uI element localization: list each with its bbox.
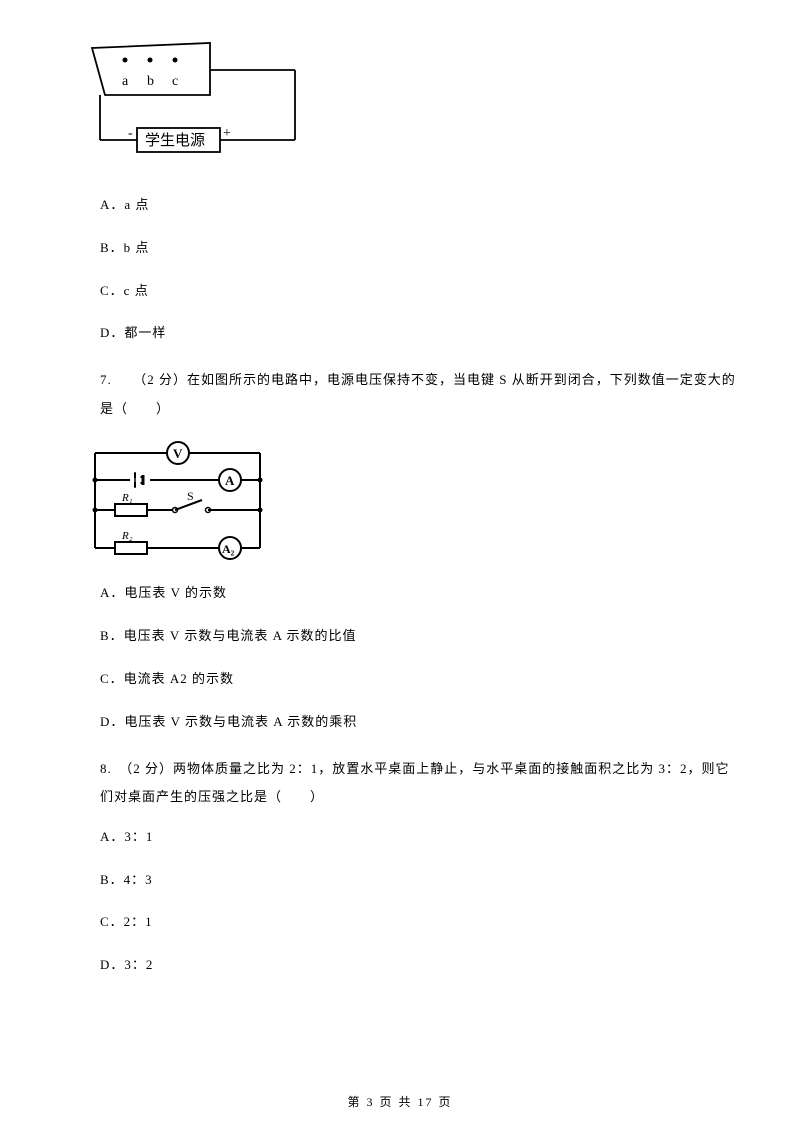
q6-option-a: A．a 点 [100, 195, 740, 216]
svg-text:A: A [225, 473, 235, 488]
page-footer: 第 3 页 共 17 页 [0, 1093, 800, 1112]
q6-option-b: B．b 点 [100, 238, 740, 259]
q6-option-d: D．都一样 [100, 323, 740, 344]
label-a: a [122, 74, 129, 89]
circuit-diagram-2: V A R₁ S R₂ A₂ [80, 438, 740, 563]
q8-option-c: C．2：1 [100, 912, 740, 933]
q7-option-a: A．电压表 V 的示数 [100, 583, 740, 604]
circuit-diagram-1: a b c 学生电源 - + [80, 40, 740, 170]
q8-option-b: B．4：3 [100, 870, 740, 891]
q7-option-b: B．电压表 V 示数与电流表 A 示数的比值 [100, 626, 740, 647]
q8-text: 8. （2 分）两物体质量之比为 2：1，放置水平桌面上静止，与水平桌面的接触面… [100, 755, 740, 812]
svg-text:A₂: A₂ [222, 542, 235, 556]
q6-option-c: C．c 点 [100, 281, 740, 302]
q8-option-a: A．3：1 [100, 827, 740, 848]
plus-label: + [223, 126, 231, 141]
label-b: b [147, 74, 154, 89]
q7-option-c: C．电流表 A2 的示数 [100, 669, 740, 690]
label-c: c [172, 74, 178, 89]
power-label: 学生电源 [145, 132, 205, 149]
svg-text:R₂: R₂ [121, 530, 133, 542]
svg-text:V: V [173, 446, 183, 461]
minus-label: - [128, 126, 133, 141]
q7-option-d: D．电压表 V 示数与电流表 A 示数的乘积 [100, 712, 740, 733]
svg-text:S: S [187, 489, 194, 503]
svg-text:R₁: R₁ [121, 492, 133, 504]
q8-option-d: D．3：2 [100, 955, 740, 976]
q7-text: 7. （2 分）在如图所示的电路中，电源电压保持不变，当电键 S 从断开到闭合，… [100, 366, 740, 423]
